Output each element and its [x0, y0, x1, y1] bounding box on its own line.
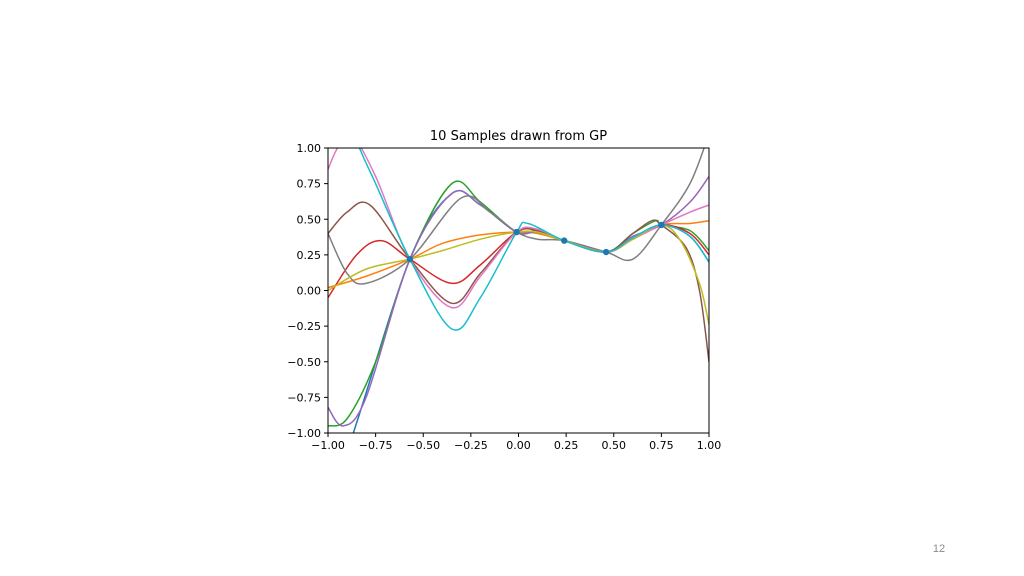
- y-tick-label: 1.00: [297, 142, 322, 155]
- series-line-5: [328, 176, 709, 427]
- series-line-9: [328, 224, 709, 325]
- y-tick-label: −0.25: [287, 320, 321, 333]
- y-tick-label: 0.25: [297, 249, 322, 262]
- y-axis: −1.00 −0.75 −0.50 −0.25 0.00 0.25 0.50 0.75 1.00: [287, 142, 328, 440]
- observation-point: [561, 237, 568, 244]
- series-line-4: [328, 224, 709, 299]
- series-line-10: [358, 148, 709, 331]
- y-tick-label: 0.75: [297, 178, 322, 191]
- x-tick-label: −1.00: [311, 439, 345, 452]
- y-tick-label: 0.50: [297, 213, 322, 226]
- series-line-8: [328, 148, 705, 285]
- x-tick-label: 0.75: [649, 439, 674, 452]
- x-axis: −1.00 −0.75 −0.50 −0.25 0.00 0.25 0.50 0.75 1.00: [311, 433, 721, 452]
- y-tick-label: −0.50: [287, 356, 321, 369]
- y-tick-label: −0.75: [287, 391, 321, 404]
- observations-layer: [406, 221, 665, 263]
- x-tick-label: 1.00: [697, 439, 722, 452]
- plot-frame: [327, 147, 710, 434]
- page-number: 12: [932, 543, 946, 555]
- series-layer: [328, 148, 709, 433]
- observation-point: [602, 248, 610, 256]
- x-tick-label: 0.50: [602, 439, 627, 452]
- observation-point: [658, 221, 665, 229]
- x-tick-label: −0.75: [359, 439, 393, 452]
- observation-point: [406, 255, 414, 263]
- y-tick-label: 0.00: [297, 285, 322, 298]
- observation-point: [513, 228, 520, 236]
- y-tick-label: −1.00: [287, 427, 321, 440]
- x-tick-label: 0.25: [554, 439, 579, 452]
- x-tick-label: −0.25: [454, 439, 488, 452]
- x-tick-label: −0.50: [406, 439, 440, 452]
- x-tick-label: 0.00: [506, 439, 531, 452]
- series-line-3: [328, 180, 709, 427]
- chart-title: 10 Samples drawn from GP: [430, 129, 607, 144]
